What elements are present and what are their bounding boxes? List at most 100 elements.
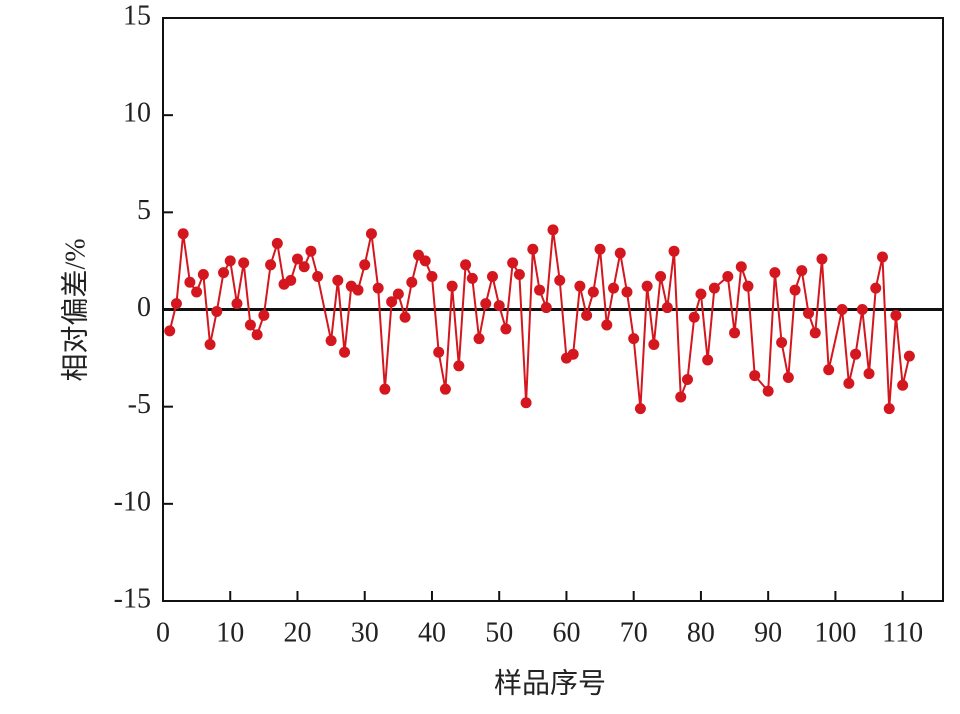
point — [271, 237, 283, 249]
x-tick-label: 70 — [620, 617, 648, 648]
point — [251, 329, 263, 341]
point — [170, 298, 182, 310]
x-tick-label: 30 — [351, 617, 379, 648]
point — [191, 286, 203, 298]
point — [681, 373, 693, 385]
point — [285, 274, 297, 286]
point — [513, 269, 525, 281]
point — [164, 325, 176, 337]
point — [473, 333, 485, 345]
point — [782, 372, 794, 384]
point — [439, 383, 451, 395]
point — [769, 267, 781, 279]
point — [661, 302, 673, 314]
point — [372, 282, 384, 294]
point — [823, 364, 835, 376]
y-tick-label: 15 — [123, 0, 151, 31]
point — [816, 253, 828, 265]
point — [177, 228, 189, 240]
point — [850, 348, 862, 360]
point — [803, 307, 815, 319]
point — [708, 282, 720, 294]
point — [594, 243, 606, 255]
point — [224, 255, 236, 267]
point — [608, 282, 620, 294]
point — [789, 284, 801, 296]
point — [668, 245, 680, 257]
point — [897, 379, 909, 391]
point — [238, 257, 250, 269]
point — [339, 346, 351, 358]
point — [688, 311, 700, 323]
point — [379, 383, 391, 395]
y-tick-label: 10 — [123, 98, 151, 129]
point — [621, 286, 633, 298]
point — [863, 368, 875, 380]
point — [641, 280, 653, 292]
point — [695, 288, 707, 300]
point — [547, 224, 559, 236]
point — [534, 284, 546, 296]
point — [574, 280, 586, 292]
point — [601, 319, 613, 331]
point — [218, 267, 230, 279]
point — [507, 257, 519, 269]
point — [486, 270, 498, 282]
point — [466, 272, 478, 284]
point — [453, 360, 465, 372]
point — [702, 354, 714, 366]
x-tick-label: 50 — [485, 617, 513, 648]
point — [809, 327, 821, 339]
point — [648, 338, 660, 350]
point — [406, 276, 418, 288]
point — [742, 280, 754, 292]
y-tick-label: -15 — [114, 583, 151, 614]
point — [883, 403, 895, 415]
point — [365, 228, 377, 240]
x-tick-label: 20 — [283, 617, 311, 648]
y-tick-label: -10 — [114, 486, 151, 517]
point — [312, 270, 324, 282]
point — [332, 274, 344, 286]
point — [587, 286, 599, 298]
point — [211, 305, 223, 317]
series-line — [168, 229, 911, 409]
point — [890, 309, 902, 321]
point — [722, 270, 734, 282]
point — [628, 333, 640, 345]
point — [870, 282, 882, 294]
point — [540, 302, 552, 314]
point — [325, 335, 337, 347]
point — [258, 309, 270, 321]
point — [729, 327, 741, 339]
point — [204, 338, 216, 350]
x-axis-label: 样品序号 — [494, 667, 606, 699]
x-tick-label: 0 — [156, 617, 170, 648]
point — [352, 284, 364, 296]
x-tick-label: 100 — [814, 617, 856, 648]
point — [655, 270, 667, 282]
point — [567, 348, 579, 360]
x-tick-label: 90 — [754, 617, 782, 648]
point — [231, 298, 243, 310]
point — [796, 265, 808, 277]
point — [735, 261, 747, 273]
x-tick-label: 60 — [552, 617, 580, 648]
point — [836, 304, 848, 315]
x-tick-label: 40 — [418, 617, 446, 648]
point — [197, 269, 209, 281]
point — [359, 259, 371, 271]
point — [762, 385, 774, 397]
point — [581, 309, 593, 321]
point — [426, 270, 438, 282]
point — [749, 370, 761, 382]
point — [291, 253, 303, 265]
point — [298, 261, 310, 273]
x-tick-label: 80 — [687, 617, 715, 648]
point — [433, 346, 445, 358]
point — [392, 288, 404, 300]
point — [480, 298, 492, 310]
point — [419, 255, 431, 267]
point — [527, 243, 539, 255]
point — [265, 259, 277, 271]
